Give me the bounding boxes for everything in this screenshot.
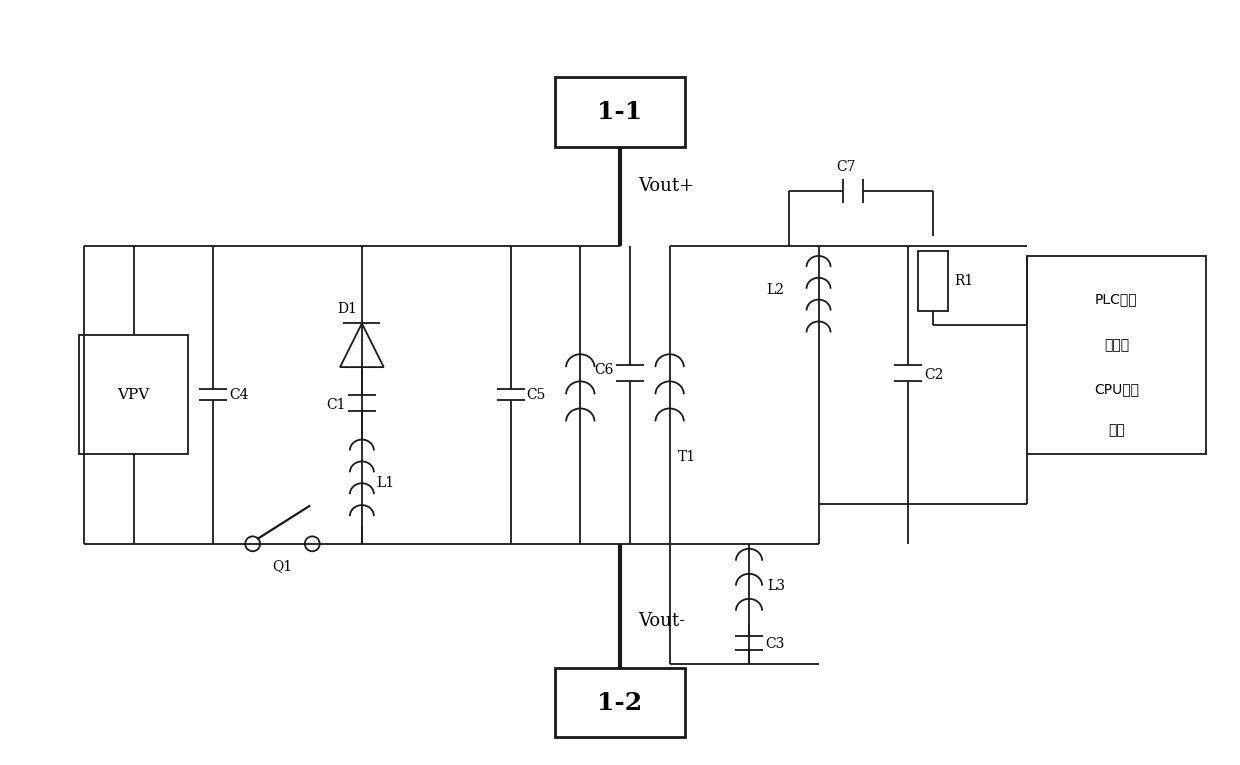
Text: Q1: Q1 bbox=[273, 558, 293, 573]
Text: 1-1: 1-1 bbox=[598, 100, 642, 124]
Text: C6: C6 bbox=[595, 363, 614, 377]
Bar bbox=[1027, 256, 1205, 454]
Text: C4: C4 bbox=[229, 388, 248, 402]
Text: D1: D1 bbox=[337, 301, 357, 315]
Text: L3: L3 bbox=[766, 579, 785, 594]
Text: C7: C7 bbox=[836, 160, 856, 174]
Text: R1: R1 bbox=[955, 274, 973, 288]
Text: C3: C3 bbox=[765, 636, 785, 651]
Bar bbox=[918, 251, 947, 311]
Text: 1-2: 1-2 bbox=[598, 691, 642, 715]
Text: 单元: 单元 bbox=[1109, 424, 1125, 438]
Text: C2: C2 bbox=[924, 368, 944, 382]
Text: VPV: VPV bbox=[118, 388, 150, 402]
Text: T1: T1 bbox=[677, 451, 696, 464]
Text: C5: C5 bbox=[527, 388, 546, 402]
Text: CPU控制: CPU控制 bbox=[1094, 382, 1138, 396]
Text: L2: L2 bbox=[766, 283, 784, 297]
Text: Vout+: Vout+ bbox=[637, 177, 694, 195]
Text: PLC信号: PLC信号 bbox=[1095, 292, 1137, 307]
Text: 处理和: 处理和 bbox=[1104, 338, 1128, 352]
Text: Vout-: Vout- bbox=[637, 612, 684, 630]
Text: L1: L1 bbox=[376, 477, 394, 490]
Bar bbox=[556, 77, 684, 147]
Text: C1: C1 bbox=[326, 398, 346, 412]
Bar bbox=[79, 335, 188, 454]
Bar bbox=[556, 668, 684, 737]
